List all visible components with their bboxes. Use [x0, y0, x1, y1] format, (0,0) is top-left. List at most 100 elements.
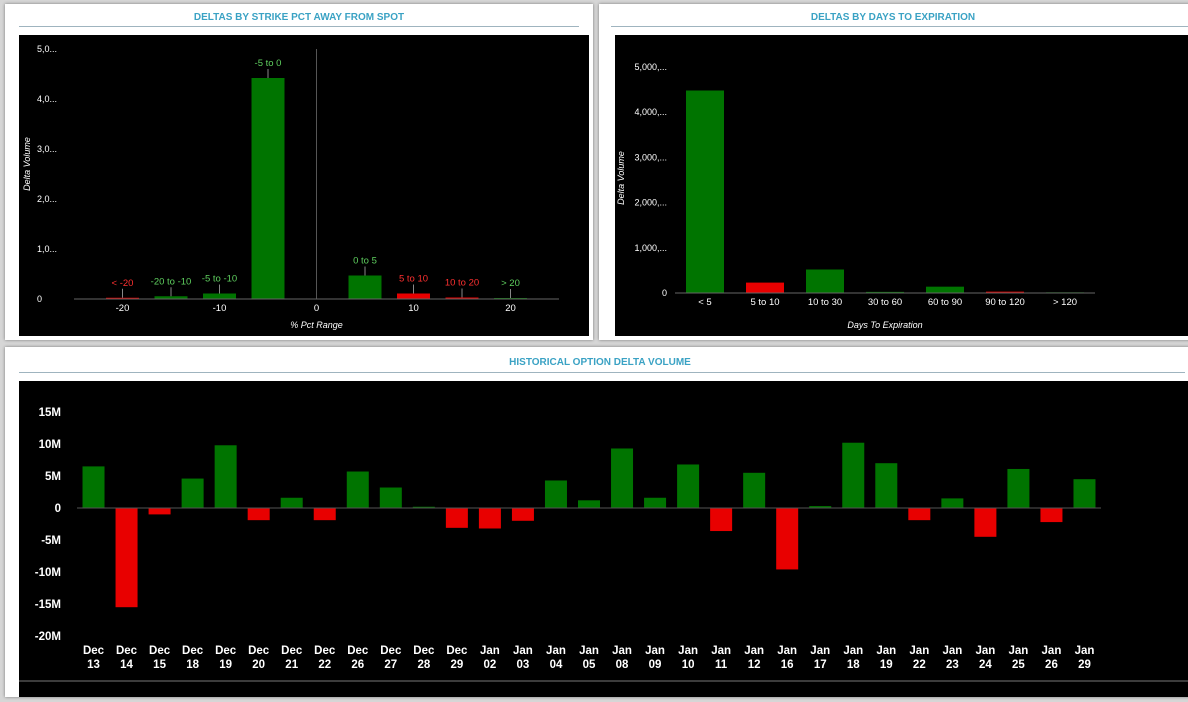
- x-tick-label: 10: [408, 303, 419, 314]
- bar: [154, 296, 188, 299]
- bar: [313, 508, 336, 521]
- bar: [644, 497, 667, 508]
- x-tick-day: 19: [219, 659, 232, 671]
- x-axis-label: Days To Expiration: [847, 320, 922, 330]
- x-tick-day: 09: [649, 659, 662, 671]
- data-label: -5 to 0: [255, 58, 282, 69]
- data-label: < -20: [112, 278, 134, 289]
- y-tick-label: 2,0...: [37, 194, 57, 204]
- title-divider: [19, 26, 579, 27]
- x-tick-day: 13: [87, 659, 100, 671]
- x-tick-label: 10 to 30: [808, 297, 842, 308]
- bar: [247, 508, 270, 521]
- data-label: > 20: [501, 278, 520, 289]
- x-tick-month: Dec: [281, 645, 303, 657]
- y-tick-label: 1,000,...: [634, 243, 667, 253]
- bar: [710, 508, 733, 532]
- x-tick-month: Dec: [314, 645, 336, 657]
- bar: [1040, 508, 1063, 523]
- x-tick-day: 29: [450, 659, 463, 671]
- x-tick-day: 27: [384, 659, 397, 671]
- bar: [445, 508, 468, 528]
- x-tick-day: 28: [417, 659, 430, 671]
- y-tick-label: -15M: [35, 599, 61, 611]
- bar: [1073, 479, 1096, 508]
- x-tick-month: Jan: [777, 645, 797, 657]
- y-tick-label: -10M: [35, 567, 61, 579]
- x-tick-day: 17: [814, 659, 827, 671]
- x-tick-day: 18: [186, 659, 199, 671]
- bar: [348, 275, 382, 299]
- bar: [379, 487, 402, 508]
- bar: [941, 498, 964, 508]
- x-tick-day: 08: [616, 659, 629, 671]
- x-tick-month: Jan: [942, 645, 962, 657]
- x-tick-day: 18: [847, 659, 860, 671]
- bar: [203, 293, 236, 299]
- x-tick-month: Jan: [843, 645, 863, 657]
- x-tick-day: 23: [946, 659, 959, 671]
- x-axis-label: % Pct Range: [290, 320, 343, 330]
- x-tick-month: Jan: [1075, 645, 1095, 657]
- x-tick-month: Jan: [480, 645, 500, 657]
- y-tick-label: 1,0...: [37, 244, 57, 254]
- x-tick-day: 22: [318, 659, 331, 671]
- bar: [986, 291, 1024, 293]
- x-tick-month: Dec: [83, 645, 105, 657]
- x-tick-month: Jan: [909, 645, 929, 657]
- y-axis-label: Delta Volume: [22, 137, 32, 191]
- x-tick-month: Dec: [116, 645, 138, 657]
- bar: [106, 297, 139, 299]
- bar: [743, 472, 766, 508]
- bar: [148, 508, 171, 515]
- historical-panel-title: HISTORICAL OPTION DELTA VOLUME: [509, 357, 691, 368]
- y-axis-label: Delta Volume: [616, 151, 626, 205]
- bar: [82, 466, 105, 508]
- bar: [578, 500, 600, 508]
- y-tick-label: -20M: [35, 631, 61, 643]
- y-tick-label: 0: [662, 288, 667, 298]
- x-tick-month: Jan: [1009, 645, 1029, 657]
- x-tick-day: 10: [682, 659, 695, 671]
- x-tick-day: 15: [153, 659, 166, 671]
- x-tick-day: 20: [252, 659, 265, 671]
- x-tick-day: 22: [913, 659, 926, 671]
- x-tick-label: -20: [116, 303, 130, 314]
- x-tick-day: 03: [517, 659, 530, 671]
- bar: [511, 508, 534, 521]
- x-tick-day: 14: [120, 659, 133, 671]
- y-tick-label: 5M: [45, 471, 61, 483]
- bar: [445, 297, 479, 299]
- x-tick-month: Dec: [446, 645, 468, 657]
- bar: [611, 448, 634, 508]
- x-tick-month: Jan: [744, 645, 764, 657]
- x-tick-day: 16: [781, 659, 794, 671]
- y-tick-label: 4,0...: [37, 94, 57, 104]
- expiration-panel: DELTAS BY DAYS TO EXPIRATION < 5 5 to 10 1…: [599, 4, 1188, 340]
- x-tick-day: 19: [880, 659, 893, 671]
- x-tick-label: > 120: [1053, 297, 1077, 308]
- bar: [346, 471, 369, 508]
- historical-panel: HISTORICAL OPTION DELTA VOLUME Dec 13 Dec 1…: [5, 347, 1188, 697]
- x-tick-month: Dec: [413, 645, 435, 657]
- expiration-panel-title: DELTAS BY DAYS TO EXPIRATION: [810, 12, 976, 23]
- bar: [181, 478, 204, 508]
- x-tick-day: 26: [351, 659, 364, 671]
- y-tick-label: 4,000,...: [634, 107, 667, 117]
- bar: [806, 269, 844, 293]
- x-tick-month: Jan: [612, 645, 632, 657]
- y-tick-label: 2,000,...: [634, 198, 667, 208]
- x-tick-month: Jan: [810, 645, 830, 657]
- bar: [397, 293, 430, 299]
- y-tick-label: 3,000,...: [634, 152, 667, 162]
- expiration-chart-area: < 5 5 to 10 10 to 30 30 to 60 60 to 90 90 to …: [615, 35, 1188, 336]
- bar: [280, 497, 303, 508]
- historical-chart: Dec 13 Dec 14 Dec 15 Dec 18 Dec 19 Dec 20 Dec 21 Dec 22…: [19, 407, 1188, 682]
- strike-chart: < -20 -20 to -10 -5 to -10 -5 to 0 0 to 5 5 t…: [22, 44, 559, 330]
- data-label: -20 to -10: [151, 276, 192, 287]
- x-tick-month: Dec: [248, 645, 270, 657]
- x-tick-month: Jan: [513, 645, 533, 657]
- data-label: 0 to 5: [353, 256, 377, 267]
- x-tick-day: 25: [1012, 659, 1025, 671]
- bar: [251, 78, 285, 299]
